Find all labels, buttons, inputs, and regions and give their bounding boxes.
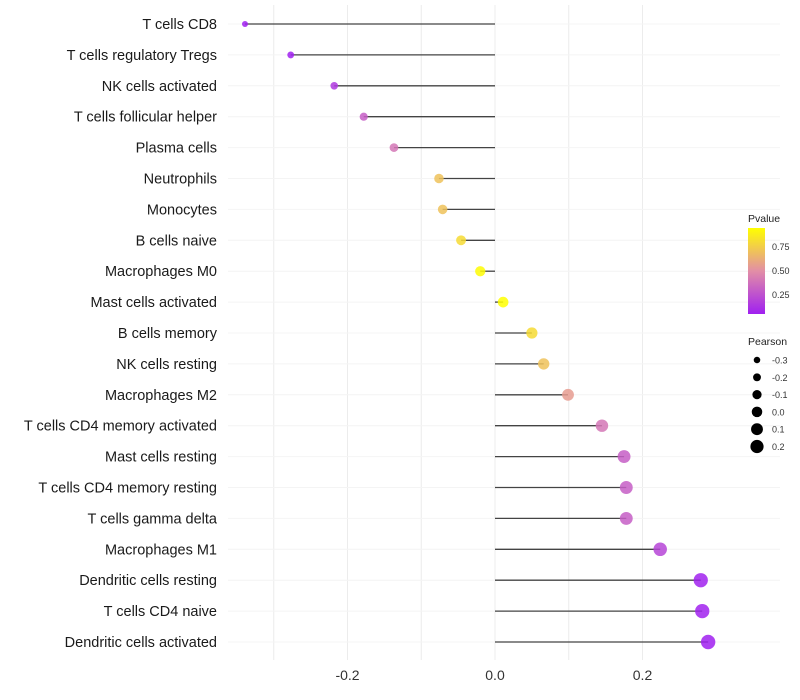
lollipop-point xyxy=(562,388,574,401)
size-legend-title: Pearson xyxy=(748,336,787,348)
lollipop-point xyxy=(595,419,609,432)
y-tick-label: Plasma cells xyxy=(136,141,217,157)
size-legend-label: -0.3 xyxy=(772,356,788,366)
y-tick-label: Macrophages M1 xyxy=(105,542,217,558)
y-tick-label: T cells CD4 naive xyxy=(104,604,217,620)
lollipop-point xyxy=(456,235,467,246)
y-tick-label: T cells CD4 memory resting xyxy=(38,481,217,497)
x-tick-label: 0.2 xyxy=(633,667,653,683)
size-legend-label: -0.1 xyxy=(772,390,788,400)
color-legend-label: 0.50 xyxy=(772,266,790,276)
lollipop-point xyxy=(526,327,538,339)
y-tick-label: NK cells resting xyxy=(116,357,217,373)
lollipop-point xyxy=(653,542,667,557)
lollipop-point xyxy=(287,51,295,59)
y-tick-label: Mast cells activated xyxy=(90,295,217,311)
y-tick-label: Macrophages M2 xyxy=(105,388,217,404)
lollipop-point xyxy=(437,204,448,215)
y-tick-label: T cells follicular helper xyxy=(74,110,217,126)
lollipop-point xyxy=(389,143,399,152)
size-legend-label: -0.2 xyxy=(772,373,788,383)
y-tick-label: Dendritic cells resting xyxy=(79,573,217,589)
lollipop-point xyxy=(617,450,631,464)
size-legend-point xyxy=(753,356,761,364)
color-legend-title: Pvalue xyxy=(748,213,780,225)
lollipop-point xyxy=(695,603,710,619)
size-legend-label: 0.2 xyxy=(772,442,785,452)
lollipop-point xyxy=(700,634,716,650)
lollipop-point xyxy=(330,81,339,90)
x-tick-label: 0.0 xyxy=(485,667,505,683)
lollipop-point xyxy=(359,112,368,121)
x-tick-label: -0.2 xyxy=(335,667,359,683)
y-tick-label: B cells memory xyxy=(118,326,218,342)
lollipop-point xyxy=(619,481,633,494)
size-legend-label: 0.1 xyxy=(772,425,785,435)
y-tick-label: T cells gamma delta xyxy=(88,511,218,527)
size-legend-point xyxy=(751,406,763,418)
lollipop-point xyxy=(241,20,248,28)
y-tick-label: T cells CD4 memory activated xyxy=(24,419,217,435)
lollipop-point xyxy=(475,266,486,277)
y-tick-label: B cells naive xyxy=(136,233,217,249)
color-legend-label: 0.75 xyxy=(772,242,790,252)
size-legend-point xyxy=(752,390,762,400)
lollipop-point xyxy=(434,173,444,184)
size-legend-point xyxy=(753,373,761,382)
y-tick-label: NK cells activated xyxy=(102,79,217,95)
y-tick-label: Macrophages M0 xyxy=(105,264,217,280)
y-tick-label: Monocytes xyxy=(147,202,217,218)
size-legend-label: 0.0 xyxy=(772,407,785,417)
color-legend-bar xyxy=(748,228,765,314)
y-tick-label: Neutrophils xyxy=(144,172,217,188)
y-tick-label: T cells CD8 xyxy=(142,17,217,33)
lollipop-point xyxy=(693,573,708,588)
size-legend-point xyxy=(750,439,764,454)
lollipop-point xyxy=(497,296,509,308)
lollipop-point xyxy=(619,511,633,525)
lollipop-point xyxy=(537,358,550,370)
y-tick-label: Dendritic cells activated xyxy=(65,635,217,651)
color-legend-label: 0.25 xyxy=(772,290,790,300)
size-legend-point xyxy=(751,423,763,436)
y-tick-label: Mast cells resting xyxy=(105,450,217,466)
y-tick-label: T cells regulatory Tregs xyxy=(67,48,217,64)
